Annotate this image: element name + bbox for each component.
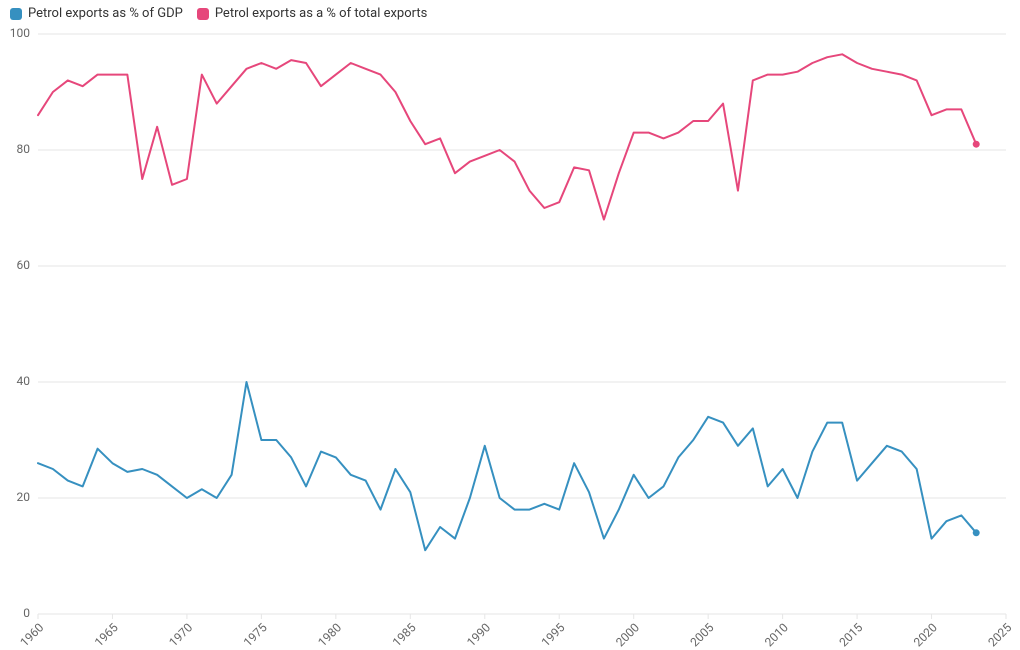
series-end-exports: [973, 141, 980, 148]
x-tick-label: 2020: [911, 620, 940, 649]
x-tick-label: 2005: [688, 620, 717, 649]
series-gdp: [38, 382, 976, 550]
series-end-gdp: [973, 529, 980, 536]
x-tick-label: 1980: [315, 620, 344, 649]
y-tick-label: 0: [23, 606, 30, 620]
x-tick-label: 1975: [241, 620, 270, 649]
legend-swatch-exports: [197, 8, 209, 20]
y-tick-label: 20: [17, 490, 31, 504]
legend-swatch-gdp: [10, 8, 22, 20]
chart-container: Petrol exports as % of GDP Petrol export…: [0, 0, 1020, 650]
y-tick-label: 100: [10, 26, 30, 40]
series-exports: [38, 54, 976, 219]
x-tick-label: 1960: [17, 620, 46, 649]
x-tick-label: 1995: [539, 620, 568, 649]
x-tick-label: 1965: [92, 620, 121, 649]
legend-item-gdp[interactable]: Petrol exports as % of GDP: [10, 6, 183, 21]
x-tick-label: 1990: [464, 620, 493, 649]
x-tick-label: 2015: [836, 620, 865, 649]
legend-label: Petrol exports as % of GDP: [28, 6, 183, 21]
x-tick-label: 2000: [613, 620, 642, 649]
y-tick-label: 80: [17, 142, 31, 156]
y-tick-label: 40: [17, 374, 31, 388]
legend-item-exports[interactable]: Petrol exports as a % of total exports: [197, 6, 428, 21]
legend-label: Petrol exports as a % of total exports: [215, 6, 428, 21]
y-tick-label: 60: [17, 258, 31, 272]
x-tick-label: 2010: [762, 620, 791, 649]
x-tick-label: 1970: [166, 620, 195, 649]
x-tick-label: 1985: [390, 620, 419, 649]
chart-svg: 0 20 40 60 80 100 1960 1965 1970 1975 1980 1985 1990…: [0, 0, 1020, 650]
x-tick-label: 2025: [985, 620, 1014, 649]
legend: Petrol exports as % of GDP Petrol export…: [10, 6, 427, 21]
